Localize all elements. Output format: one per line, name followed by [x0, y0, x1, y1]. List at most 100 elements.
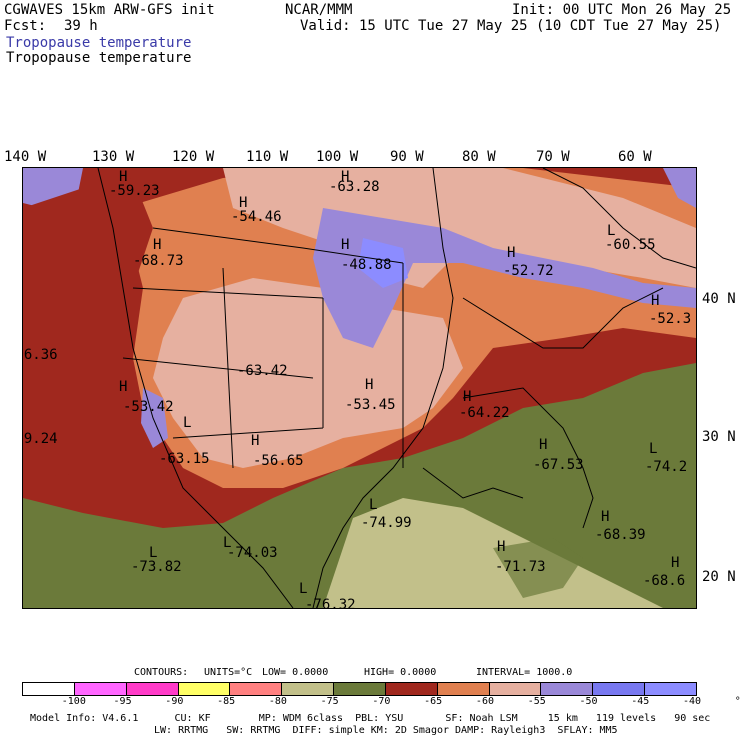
value-label: -68.6 [643, 573, 686, 589]
legend-swatch [282, 683, 335, 695]
field-name-1: Tropopause temperature [6, 35, 192, 51]
high-marker: H [507, 245, 516, 261]
lon-label: 80 W [462, 149, 496, 165]
forecast-label: Fcst: [4, 18, 47, 34]
lon-label: 60 W [618, 149, 652, 165]
high-marker: H [341, 169, 350, 185]
value-label: -68.73 [133, 253, 184, 269]
legend-swatch [74, 683, 127, 695]
field-name-2: Tropopause temperature [6, 50, 192, 66]
legend-tick-label: -75 [320, 696, 339, 707]
low-marker: L [369, 497, 378, 513]
low-marker: L [183, 415, 192, 431]
lat-label: 40 N [702, 291, 736, 307]
tropopause-temperature-map: H H H H H H H H H H H H H H H L L L L L … [22, 167, 697, 609]
legend-tick-label: -65 [424, 696, 443, 707]
value-label: -59.23 [109, 183, 160, 199]
value-label: -76.32 [305, 597, 356, 609]
value-label: -60.55 [605, 237, 656, 253]
contours-units: UNITS=°C [204, 667, 253, 678]
legend-swatch [230, 683, 283, 695]
value-label: -53.45 [345, 397, 396, 413]
lon-label: 140 W [4, 149, 47, 165]
map-fill [23, 168, 696, 608]
legend-swatch [437, 683, 490, 695]
value-label: -52.72 [503, 263, 554, 279]
legend-swatch [645, 683, 696, 695]
legend-tick-label: -70 [372, 696, 391, 707]
lon-label: 100 W [316, 149, 359, 165]
high-marker: H [671, 555, 680, 571]
value-label: -73.82 [131, 559, 182, 575]
legend-tick-label: -55 [527, 696, 546, 707]
legend-tick-label: -100 [61, 696, 86, 707]
value-label: -69.24 [23, 431, 58, 447]
legend-swatch [489, 683, 542, 695]
value-label: -63.42 [237, 363, 288, 379]
low-marker: L [607, 223, 616, 239]
lat-label: 30 N [702, 429, 736, 445]
high-marker: H [153, 237, 162, 253]
value-label: -54.46 [231, 209, 282, 225]
lon-label: 90 W [390, 149, 424, 165]
value-label: -67.53 [533, 457, 584, 473]
high-marker: H [651, 293, 660, 309]
high-marker: H [251, 433, 260, 449]
lat-label: 20 N [702, 569, 736, 585]
value-label: -63.15 [159, 451, 210, 467]
value-label: -64.22 [459, 405, 510, 421]
low-marker: L [299, 581, 308, 597]
legend-tick-label: -95 [113, 696, 132, 707]
legend-tick-label: -90 [165, 696, 184, 707]
legend-tick-label: -50 [579, 696, 598, 707]
model-info: Model Info: V4.6.1 CU: KF MP: WDM 6class… [30, 713, 711, 724]
value-label: -56.65 [253, 453, 304, 469]
forecast-hours: 39 h [64, 18, 98, 34]
low-marker: L [649, 441, 658, 457]
contours-high: HIGH= 0.0000 [364, 667, 437, 678]
legend-swatch [385, 683, 438, 695]
physics-info: LW: RRTMG SW: RRTMG DIFF: simple KM: 2D … [154, 725, 618, 736]
legend-swatch [593, 683, 646, 695]
high-marker: H [463, 389, 472, 405]
high-marker: H [239, 195, 248, 211]
contours-low: LOW= 0.0000 [262, 667, 329, 678]
legend-tick-label: -40 [683, 696, 702, 707]
high-marker: H [365, 377, 374, 393]
legend-swatch [178, 683, 231, 695]
model-title: CGWAVES 15km ARW-GFS init [4, 2, 215, 18]
value-label: -52.3 [649, 311, 692, 327]
legend-swatch [23, 683, 75, 695]
low-marker: L [149, 545, 158, 561]
contours-interval: INTERVAL= 1000.0 [476, 667, 573, 678]
value-label: -74.03 [227, 545, 278, 561]
legend-swatch [334, 683, 386, 695]
org-label: NCAR/MMM [285, 2, 353, 18]
legend-tick-label: -80 [268, 696, 287, 707]
value-label: -71.73 [495, 559, 546, 575]
high-marker: H [601, 509, 610, 525]
legend-swatch [126, 683, 179, 695]
legend-tick-label: °C [734, 696, 740, 707]
value-label: -66.36 [23, 347, 58, 363]
contours-label: CONTOURS: [134, 667, 189, 678]
value-label: -63.28 [329, 179, 380, 195]
legend-tick-label: -45 [631, 696, 650, 707]
legend-tick-label: -85 [217, 696, 236, 707]
init-time: Init: 00 UTC Mon 26 May 25 [512, 2, 732, 18]
high-marker: H [119, 379, 128, 395]
value-label: -68.39 [595, 527, 646, 543]
legend-swatch [541, 683, 594, 695]
lon-label: 70 W [536, 149, 570, 165]
high-marker: H [341, 237, 350, 253]
lon-label: 110 W [246, 149, 289, 165]
value-label: -74.2 [645, 459, 688, 475]
color-legend [22, 682, 697, 696]
high-marker: H [119, 169, 128, 185]
legend-tick-label: -60 [475, 696, 494, 707]
lon-label: 120 W [172, 149, 215, 165]
value-label: -53.42 [123, 399, 174, 415]
high-marker: H [539, 437, 548, 453]
low-marker: L [223, 535, 232, 551]
